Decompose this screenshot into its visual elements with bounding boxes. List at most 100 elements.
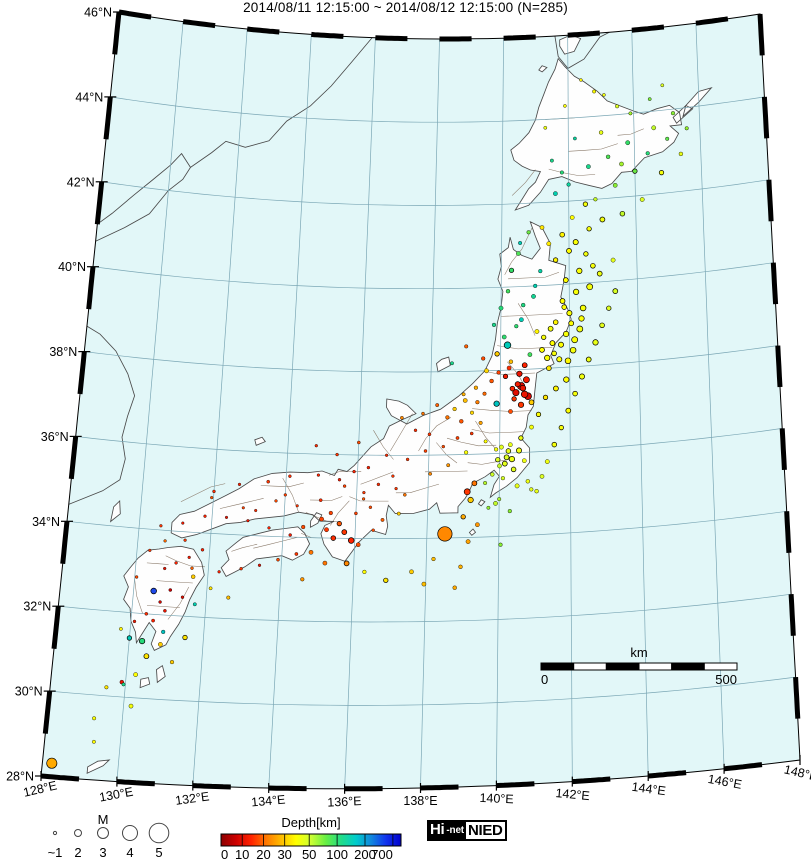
earthquake-marker[interactable] [335,452,339,457]
earthquake-marker[interactable] [158,642,163,647]
earthquake-marker[interactable] [538,269,543,274]
earthquake-marker[interactable] [558,424,564,431]
earthquake-marker[interactable] [678,151,684,157]
earthquake-marker[interactable] [566,310,573,317]
earthquake-marker[interactable] [319,516,324,522]
earthquake-marker[interactable] [516,370,523,377]
earthquake-marker[interactable] [452,406,457,412]
earthquake-marker[interactable] [405,457,410,462]
earthquake-marker[interactable] [458,564,463,569]
earthquake-marker[interactable] [562,277,569,283]
earthquake-marker[interactable] [161,629,166,634]
earthquake-marker[interactable] [459,419,464,424]
earthquake-marker[interactable] [132,619,137,624]
earthquake-marker[interactable] [552,257,559,263]
earthquake-marker[interactable] [187,555,191,559]
earthquake-marker[interactable] [428,471,433,476]
earthquake-marker[interactable] [519,384,527,392]
earthquake-marker[interactable] [342,484,347,488]
earthquake-marker[interactable] [467,496,474,504]
earthquake-marker[interactable] [341,529,348,535]
earthquake-marker[interactable] [619,210,626,217]
earthquake-marker[interactable] [163,566,167,571]
earthquake-marker[interactable] [501,460,508,467]
earthquake-marker[interactable] [104,685,109,690]
earthquake-marker[interactable] [576,267,583,274]
earthquake-marker[interactable] [568,320,575,327]
earthquake-marker[interactable] [308,550,314,555]
earthquake-marker[interactable] [445,415,450,420]
earthquake-marker[interactable] [441,444,445,449]
earthquake-marker[interactable] [267,526,271,530]
earthquake-marker[interactable] [427,432,432,437]
earthquake-marker[interactable] [463,488,471,496]
earthquake-marker[interactable] [241,506,245,510]
earthquake-marker[interactable] [566,182,571,187]
earthquake-marker[interactable] [565,407,572,414]
earthquake-marker[interactable] [658,169,665,176]
earthquake-marker[interactable] [495,457,501,463]
earthquake-marker[interactable] [403,493,407,497]
earthquake-marker[interactable] [470,410,474,415]
earthquake-marker[interactable] [437,526,453,542]
earthquake-marker[interactable] [489,378,494,384]
earthquake-marker[interactable] [494,447,499,452]
earthquake-marker[interactable] [518,241,523,245]
earthquake-marker[interactable] [465,539,471,544]
earthquake-marker[interactable] [544,459,550,464]
earthquake-marker[interactable] [133,672,138,677]
earthquake-marker[interactable] [578,315,585,322]
earthquake-marker[interactable] [283,493,287,497]
earthquake-marker[interactable] [217,570,221,574]
earthquake-marker[interactable] [493,400,500,407]
earthquake-marker[interactable] [169,660,175,665]
earthquake-marker[interactable] [517,401,525,408]
earthquake-marker[interactable] [352,469,356,474]
earthquake-marker[interactable] [549,340,556,346]
earthquake-marker[interactable] [464,450,469,455]
earthquake-marker[interactable] [508,409,513,414]
earthquake-marker[interactable] [421,581,427,587]
earthquake-marker[interactable] [475,400,480,405]
earthquake-marker[interactable] [665,136,670,141]
earthquake-marker[interactable] [383,577,389,583]
earthquake-marker[interactable] [391,474,395,478]
earthquake-marker[interactable] [510,466,517,473]
earthquake-marker[interactable] [507,509,512,514]
earthquake-marker[interactable] [371,528,375,532]
earthquake-marker[interactable] [518,435,524,441]
earthquake-marker[interactable] [150,587,157,595]
earthquake-marker[interactable] [566,248,572,254]
earthquake-marker[interactable] [143,653,150,660]
earthquake-marker[interactable] [553,385,559,392]
earthquake-marker[interactable] [628,111,633,116]
earthquake-markers[interactable] [46,78,689,769]
earthquake-marker[interactable] [529,487,534,492]
earthquake-marker[interactable] [586,283,594,291]
earthquake-marker[interactable] [579,373,585,380]
earthquake-marker[interactable] [552,319,559,325]
earthquake-marker[interactable] [619,161,624,167]
earthquake-marker[interactable] [590,263,596,269]
earthquake-marker[interactable] [647,97,652,101]
earthquake-marker[interactable] [496,370,501,375]
earthquake-marker[interactable] [180,595,185,599]
earthquake-marker[interactable] [460,514,466,520]
earthquake-marker[interactable] [551,441,558,448]
earthquake-marker[interactable] [46,757,58,769]
earthquake-marker[interactable] [192,602,197,607]
earthquake-marker[interactable] [527,352,533,357]
earthquake-marker[interactable] [593,197,598,202]
earthquake-marker[interactable] [423,449,428,453]
earthquake-marker[interactable] [210,496,214,500]
earthquake-marker[interactable] [509,385,516,392]
earthquake-marker[interactable] [503,454,510,461]
earthquake-marker[interactable] [421,411,425,416]
earthquake-marker[interactable] [599,216,606,223]
earthquake-marker[interactable] [362,569,367,574]
earthquake-marker[interactable] [498,542,503,547]
earthquake-marker[interactable] [266,479,270,484]
earthquake-marker[interactable] [347,537,355,544]
earthquake-marker[interactable] [505,448,512,454]
earthquake-marker[interactable] [516,251,521,256]
